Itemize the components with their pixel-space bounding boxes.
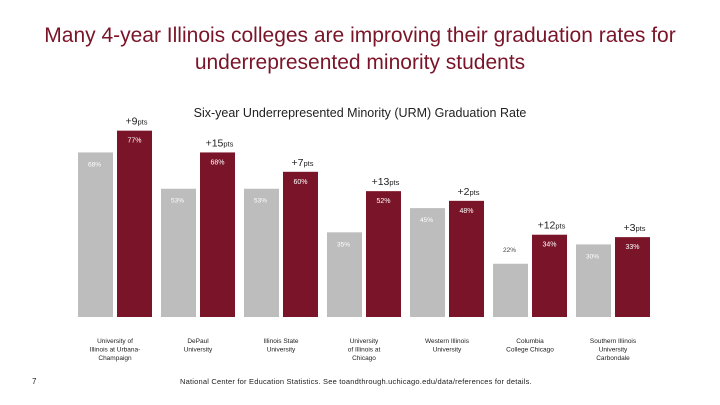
bar-2007 <box>327 232 362 317</box>
category-label: DePaul <box>187 338 209 345</box>
category-label: University <box>267 347 296 354</box>
data-label-2014: 68% <box>210 159 224 166</box>
year-label-2014: 2014 <box>128 322 142 328</box>
year-label-2007: 2007 <box>422 322 433 328</box>
category-label: University of <box>97 338 133 345</box>
category-label: University <box>184 347 213 354</box>
year-label-2007: 2007 <box>588 322 599 328</box>
chart-subtitle: Six-year Underrepresented Minority (URM)… <box>193 106 527 120</box>
source-note: National Center for Education Statistics… <box>180 377 532 386</box>
category-label: Columbia <box>516 338 544 345</box>
year-label-2014: 2014 <box>460 322 474 328</box>
page-number: 7 <box>32 377 37 386</box>
category-label: College Chicago <box>506 347 554 354</box>
category-label: Carbondale <box>596 355 630 362</box>
category-label: of Illinois at <box>348 347 381 354</box>
bar-2007 <box>78 152 113 317</box>
change-label: +7pts <box>292 157 314 169</box>
data-label-2007: 68% <box>88 161 101 168</box>
change-label: +2pts <box>458 186 480 198</box>
data-label-2014: 33% <box>625 244 639 251</box>
category-label: University <box>433 347 462 354</box>
bar-2014 <box>117 130 152 317</box>
bar-2014 <box>449 200 484 317</box>
year-label-2014: 2014 <box>543 322 557 328</box>
change-label: +9pts <box>126 116 148 128</box>
data-label-2007: 30% <box>586 253 599 260</box>
bar-2014 <box>615 237 650 317</box>
year-label-2014: 2014 <box>294 322 308 328</box>
data-label-2007: 53% <box>171 198 184 205</box>
data-label-2014: 34% <box>542 242 556 249</box>
year-label-2007: 2007 <box>505 322 516 328</box>
year-label-2007: 2007 <box>339 322 350 328</box>
change-label: +3pts <box>624 222 646 234</box>
change-label: +12pts <box>538 220 566 232</box>
data-label-2007: 22% <box>503 247 516 254</box>
category-label: Illinois at Urbana- <box>90 347 141 354</box>
bar-2007 <box>244 188 279 317</box>
bar-2007 <box>493 263 528 317</box>
year-label-2014: 2014 <box>626 322 640 328</box>
category-label: Western Illinois <box>425 338 470 345</box>
bar-2007 <box>161 188 196 317</box>
data-label-2014: 48% <box>459 208 473 215</box>
data-label-2014: 52% <box>376 198 390 205</box>
bar-2007 <box>410 208 445 317</box>
data-label-2007: 45% <box>420 217 433 224</box>
data-label-2014: 77% <box>127 138 141 145</box>
change-label: +15pts <box>206 137 234 149</box>
year-label-2014: 2014 <box>377 322 391 328</box>
category-label: Chicago <box>352 355 376 362</box>
bar-2014 <box>283 171 318 317</box>
data-label-2007: 53% <box>254 198 267 205</box>
change-label: +13pts <box>372 176 400 188</box>
category-label: Champaign <box>98 355 132 362</box>
bar-2007 <box>576 244 611 317</box>
year-label-2007: 2007 <box>90 322 101 328</box>
year-label-2007: 2007 <box>173 322 184 328</box>
bar-2014 <box>200 152 235 317</box>
category-label: University <box>599 347 628 354</box>
category-label: Southern Illinois <box>590 338 637 345</box>
category-label: Illinois State <box>263 338 298 345</box>
slide-title: Many 4-year Illinois colleges are improv… <box>44 24 676 74</box>
data-label-2007: 35% <box>337 241 350 248</box>
year-label-2014: 2014 <box>211 322 225 328</box>
year-label-2007: 2007 <box>256 322 267 328</box>
bar-2014 <box>366 191 401 317</box>
bar-2014 <box>532 234 567 317</box>
data-label-2014: 60% <box>293 179 307 186</box>
category-label: University <box>350 338 379 345</box>
